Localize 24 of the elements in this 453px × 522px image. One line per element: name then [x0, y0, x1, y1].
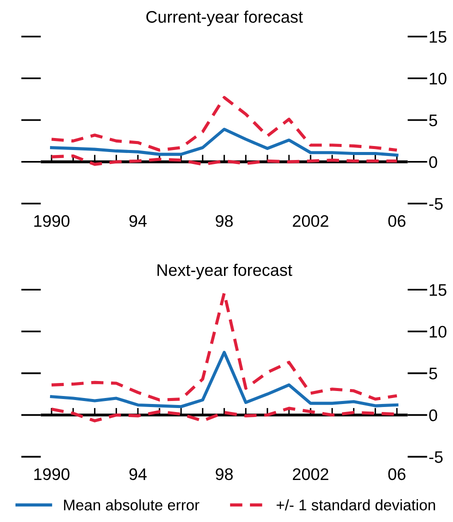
y-tick-label: 0 — [429, 156, 438, 168]
x-tick-label: 98 — [216, 468, 233, 480]
x-tick-label: 06 — [388, 468, 406, 480]
legend-label: Mean absolute error — [64, 499, 200, 510]
y-tick-label: 0 — [429, 409, 438, 422]
y-tick-label: -5 — [429, 198, 443, 210]
x-tick-label: 1990 — [34, 215, 70, 227]
y-tick-label: 15 — [430, 31, 446, 43]
legend-label: +/- 1 standard deviation — [276, 499, 436, 510]
x-tick-label: 98 — [216, 215, 233, 227]
x-tick-label: 94 — [129, 215, 147, 227]
x-tick-label: 1990 — [34, 468, 70, 480]
x-tick-label: 06 — [388, 215, 406, 227]
y-tick-label: 10 — [430, 326, 446, 338]
x-tick-label: 2002 — [292, 468, 328, 480]
y-tick-label: 5 — [429, 114, 438, 126]
x-tick-label: 2002 — [292, 215, 328, 227]
y-tick-label: -5 — [429, 451, 443, 463]
y-tick-label: 5 — [429, 368, 438, 380]
y-tick-label: 10 — [430, 72, 446, 85]
chart-title: Current-year forecast — [146, 10, 303, 26]
x-tick-label: 94 — [129, 468, 147, 480]
chart-title: Next-year forecast — [158, 264, 292, 280]
y-tick-label: 15 — [430, 284, 446, 296]
